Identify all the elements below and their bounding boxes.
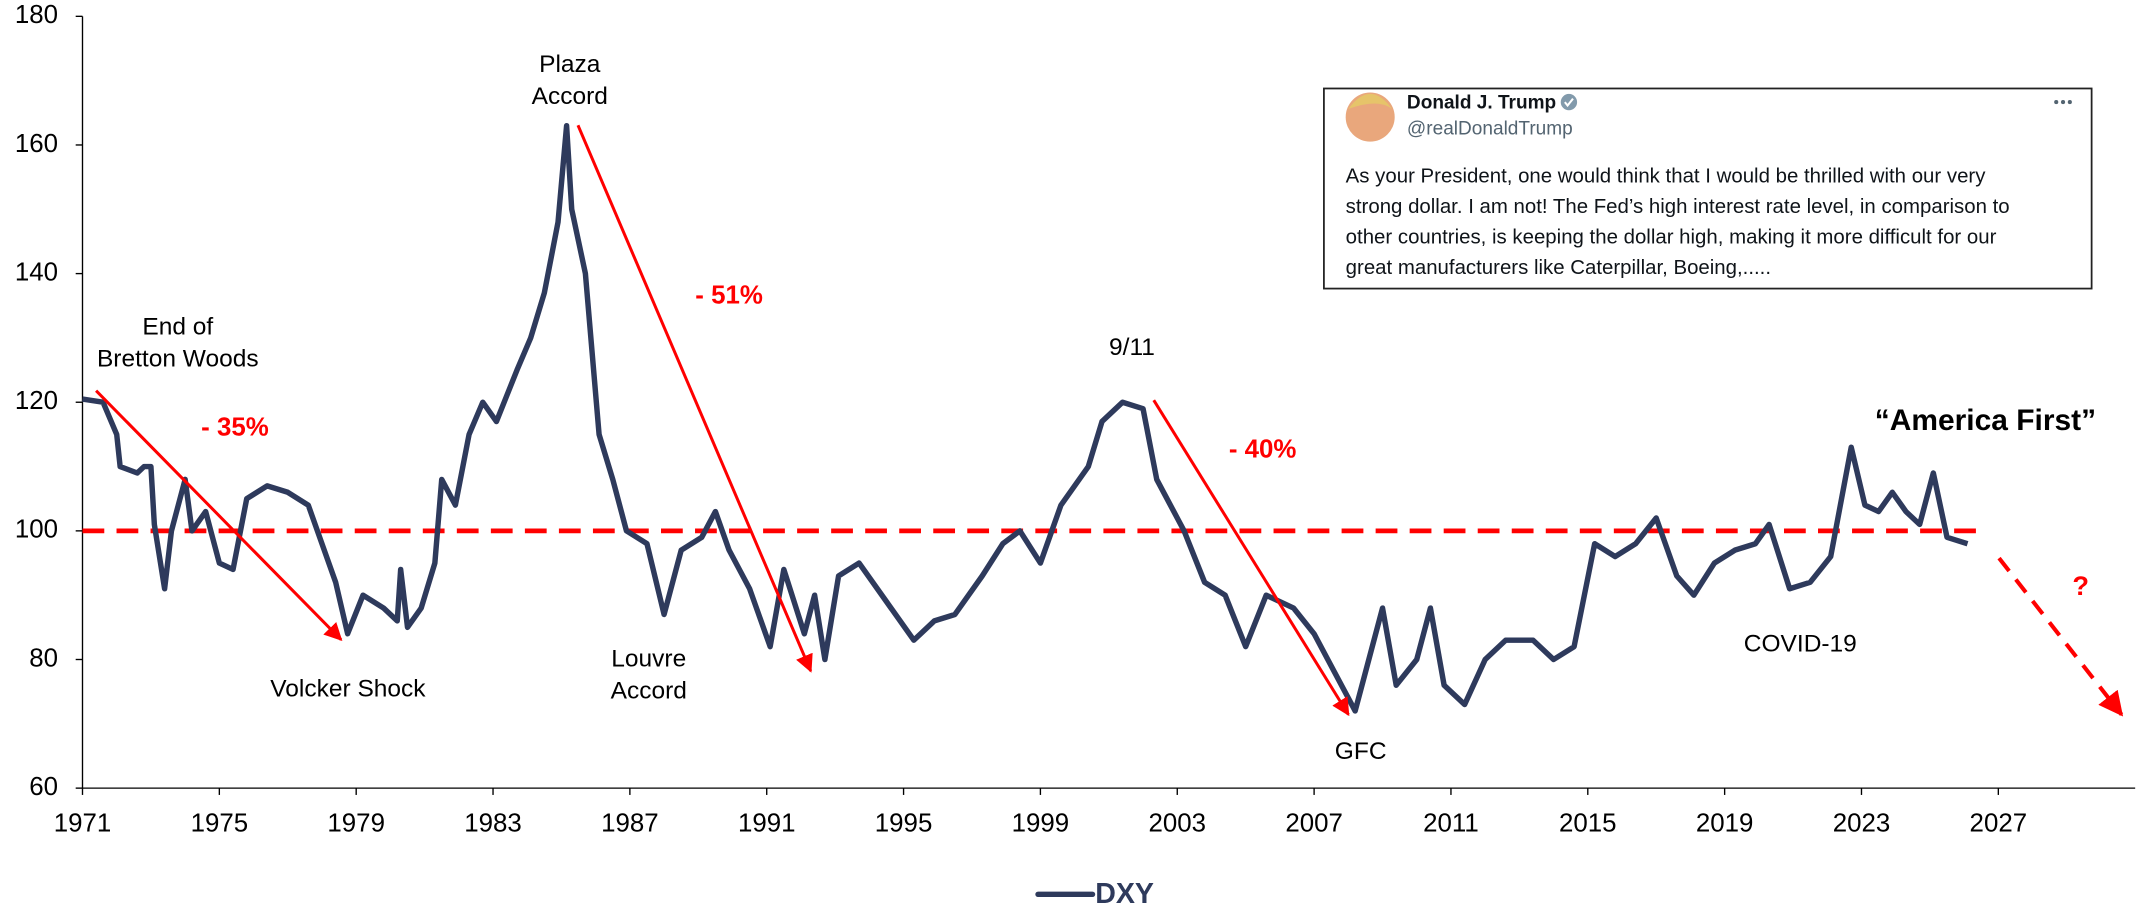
annotation: Plaza [539, 51, 601, 78]
x-tick-label: 2019 [1696, 810, 1754, 838]
x-tick-label: 2023 [1833, 810, 1891, 838]
x-tick-label: 1995 [875, 810, 933, 838]
avatar-hair [1348, 93, 1392, 109]
x-tick-label: 2011 [1423, 810, 1479, 838]
tweet-text: other countries, is keeping the dollar h… [1346, 227, 1997, 249]
annotation: - 51% [695, 282, 763, 310]
annotation-arrow [1152, 399, 1350, 717]
tweet-card: Donald J. Trump @realDonaldTrump As your… [1323, 87, 2093, 290]
annotation: “America First” [1875, 404, 2096, 437]
verified-badge [1560, 93, 1578, 111]
y-tick-label: 60 [29, 773, 58, 801]
annotation-arrow [1997, 556, 2124, 717]
annotation-arrow [95, 389, 343, 642]
annotation-arrow [576, 124, 813, 673]
x-tick-label: 2015 [1559, 810, 1617, 838]
annotation: GFC [1335, 738, 1387, 765]
y-tick-label: 100 [15, 516, 58, 544]
x-tick-label: 1971 [54, 810, 112, 838]
series-line [82, 122, 1969, 714]
annotation: - 40% [1229, 435, 1297, 463]
x-tick-label: 1975 [191, 810, 249, 838]
tweet-name: Donald J. Trump [1407, 92, 1556, 113]
annotation: ? [2072, 570, 2089, 601]
y-tick-label: 140 [15, 258, 58, 286]
more-icon [2054, 100, 2072, 105]
annotation: COVID-19 [1744, 631, 1857, 658]
x-tick-label: 1979 [327, 810, 385, 838]
annotation: Volcker Shock [270, 676, 426, 703]
y-tick-label: 180 [15, 1, 58, 29]
y-tick-label: 80 [29, 644, 58, 672]
annotation: - 35% [201, 414, 269, 442]
x-tick-label: 1987 [601, 810, 659, 838]
annotation: Accord [611, 678, 687, 705]
annotation: Bretton Woods [97, 346, 259, 373]
x-tick-label: 1991 [738, 810, 796, 838]
tweet-text: strong dollar. I am not! The Fed’s high … [1346, 196, 2010, 218]
y-tick-label: 120 [15, 387, 58, 415]
x-tick-label: 2007 [1285, 810, 1343, 838]
tweet-text: great manufacturers like Caterpillar, Bo… [1346, 257, 1771, 279]
legend-label: DXY [1095, 878, 1154, 910]
y-tick-label: 160 [15, 130, 58, 158]
annotation: End of [142, 314, 213, 341]
annotation: Accord [532, 83, 608, 110]
annotation: Louvre [611, 646, 686, 673]
annotation: 9/11 [1109, 334, 1155, 361]
verified-check [1564, 98, 1574, 108]
tweet-handle: @realDonaldTrump [1407, 118, 1573, 139]
x-tick-label: 1999 [1012, 810, 1070, 838]
x-tick-label: 1983 [464, 810, 522, 838]
x-tick-label: 2003 [1148, 810, 1206, 838]
tweet-border [1323, 87, 2093, 290]
x-tick-label: 2027 [1970, 810, 2028, 838]
tweet-text: As your President, one would think that … [1346, 165, 1987, 187]
